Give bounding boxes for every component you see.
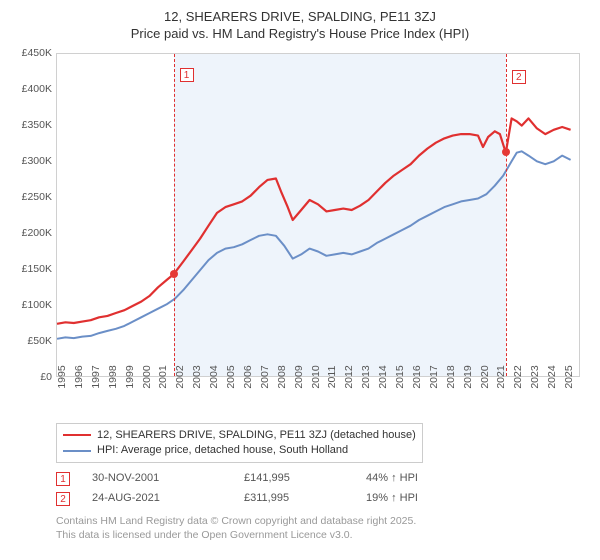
x-tick-label: 2008 — [276, 365, 288, 388]
x-tick-label: 1995 — [56, 365, 68, 388]
chart-title-line2: Price paid vs. HM Land Registry's House … — [10, 26, 590, 41]
x-tick-label: 1996 — [73, 365, 85, 388]
x-tick-label: 2009 — [293, 365, 305, 388]
y-axis: £0£50K£100K£150K£200K£250K£300K£350K£400… — [10, 53, 56, 377]
x-tick-label: 1999 — [124, 365, 136, 388]
annotation-dot — [170, 270, 178, 278]
y-tick-label: £450K — [22, 47, 52, 59]
plot-region: 12 — [56, 53, 580, 377]
y-tick-label: £200K — [22, 227, 52, 239]
x-tick-label: 2012 — [343, 365, 355, 388]
annotation-table: 1 30-NOV-2001 £141,995 44% ↑ HPI 2 24-AUG-202… — [56, 469, 590, 509]
annotation-line — [506, 54, 507, 376]
legend-item: HPI: Average price, detached house, Sout… — [63, 443, 416, 458]
y-tick-label: £350K — [22, 119, 52, 131]
y-tick-label: £100K — [22, 299, 52, 311]
x-axis: 1995199619971998199920002001200220032004… — [56, 377, 580, 417]
x-tick-label: 2011 — [326, 365, 338, 388]
y-tick-label: £0 — [40, 371, 52, 383]
y-tick-label: £300K — [22, 155, 52, 167]
y-tick-label: £250K — [22, 191, 52, 203]
annotation-marker: 1 — [180, 68, 194, 82]
annotation-line — [174, 54, 175, 376]
footnote: Contains HM Land Registry data © Crown c… — [56, 515, 590, 542]
footnote-line2: This data is licensed under the Open Gov… — [56, 529, 590, 543]
series-hpi-line — [57, 151, 571, 338]
x-tick-label: 2013 — [360, 365, 372, 388]
x-tick-label: 2003 — [191, 365, 203, 388]
annotation-price: £141,995 — [244, 469, 344, 489]
x-tick-label: 2017 — [428, 365, 440, 388]
legend-label: HPI: Average price, detached house, Sout… — [97, 443, 348, 458]
chart-area: £0 £50K £100K £150K £200K £250K £300K £350K £400… — [10, 47, 590, 417]
x-tick-label: 2015 — [394, 365, 406, 388]
x-tick-label: 2002 — [174, 365, 186, 388]
x-tick-label: 2024 — [546, 365, 558, 388]
x-tick-label: 2004 — [208, 365, 220, 388]
annotation-dot — [502, 148, 510, 156]
annotation-badge: 1 — [56, 472, 70, 486]
x-tick-label: 1998 — [107, 365, 119, 388]
annotation-badge: 2 — [56, 492, 70, 506]
legend: 12, SHEARERS DRIVE, SPALDING, PE11 3ZJ (… — [56, 423, 423, 464]
y-tick-label: £50K — [27, 335, 52, 347]
annotation-delta: 19% ↑ HPI — [366, 489, 418, 509]
x-tick-label: 1997 — [90, 365, 102, 388]
x-tick-label: 2019 — [462, 365, 474, 388]
footnote-line1: Contains HM Land Registry data © Crown c… — [56, 515, 590, 529]
line-series-svg — [57, 54, 579, 376]
x-tick-label: 2000 — [141, 365, 153, 388]
x-tick-label: 2001 — [157, 365, 169, 388]
annotation-row: 2 24-AUG-2021 £311,995 19% ↑ HPI — [56, 489, 590, 509]
x-tick-label: 2016 — [411, 365, 423, 388]
x-tick-label: 2014 — [377, 365, 389, 388]
x-tick-label: 2007 — [259, 365, 271, 388]
x-tick-label: 2010 — [310, 365, 322, 388]
chart-title-line1: 12, SHEARERS DRIVE, SPALDING, PE11 3ZJ — [10, 8, 590, 26]
legend-label: 12, SHEARERS DRIVE, SPALDING, PE11 3ZJ (… — [97, 428, 416, 443]
annotation-price: £311,995 — [244, 489, 344, 509]
annotation-delta: 44% ↑ HPI — [366, 469, 418, 489]
x-tick-label: 2005 — [225, 365, 237, 388]
x-tick-label: 2020 — [479, 365, 491, 388]
series-property-line — [57, 118, 571, 323]
annotation-date: 30-NOV-2001 — [92, 469, 222, 489]
y-tick-label: £400K — [22, 83, 52, 95]
x-tick-label: 2018 — [445, 365, 457, 388]
x-tick-label: 2023 — [529, 365, 541, 388]
x-tick-label: 2021 — [495, 365, 507, 388]
x-tick-label: 2022 — [512, 365, 524, 388]
legend-swatch — [63, 434, 91, 436]
annotation-date: 24-AUG-2021 — [92, 489, 222, 509]
y-tick-label: £150K — [22, 263, 52, 275]
x-tick-label: 2006 — [242, 365, 254, 388]
legend-item: 12, SHEARERS DRIVE, SPALDING, PE11 3ZJ (… — [63, 428, 416, 443]
x-tick-label: 2025 — [563, 365, 575, 388]
annotation-marker: 2 — [512, 70, 526, 84]
annotation-row: 1 30-NOV-2001 £141,995 44% ↑ HPI — [56, 469, 590, 489]
legend-swatch — [63, 450, 91, 452]
